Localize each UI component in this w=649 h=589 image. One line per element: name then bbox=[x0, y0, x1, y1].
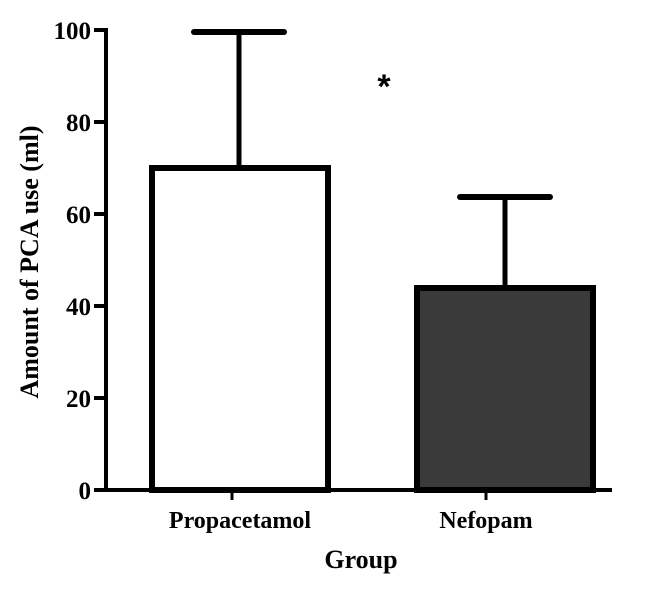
bar-nefopam bbox=[414, 194, 596, 493]
x-tick-label-propacetamol: Propacetamol bbox=[169, 508, 312, 534]
significance-asterisk: * bbox=[377, 68, 391, 106]
y-tick-label: 20 bbox=[66, 386, 91, 413]
y-axis-title: Amount of PCA use (ml) bbox=[15, 126, 44, 399]
y-tick-label: 80 bbox=[66, 110, 91, 137]
y-tick-label: 40 bbox=[66, 294, 91, 321]
bar bbox=[149, 165, 331, 493]
bar-propacetamol bbox=[149, 29, 331, 493]
y-tick-labels: 0 20 40 60 80 100 bbox=[54, 18, 92, 505]
bar bbox=[414, 285, 596, 493]
y-tick-label: 0 bbox=[79, 478, 92, 505]
y-tick-label: 100 bbox=[54, 18, 92, 45]
y-tick-label: 60 bbox=[66, 202, 91, 229]
x-tick-label-nefopam: Nefopam bbox=[439, 508, 532, 534]
y-ticks bbox=[94, 28, 106, 492]
x-axis-title: Group bbox=[324, 545, 397, 574]
